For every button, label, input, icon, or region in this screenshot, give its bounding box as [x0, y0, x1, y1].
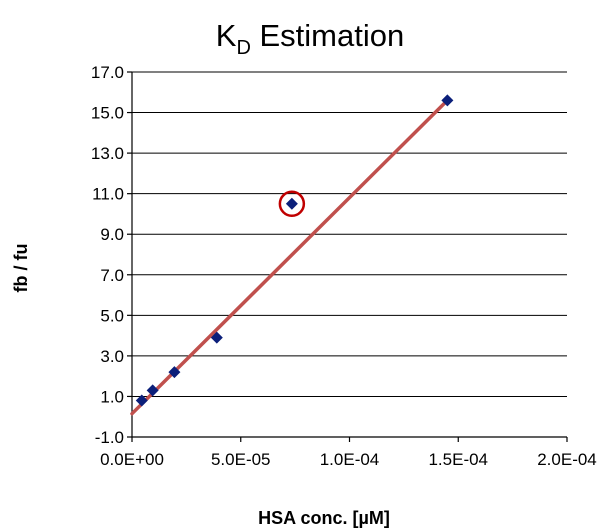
y-axis-label: fb / fu	[11, 244, 31, 293]
x-axis-label: HSA conc. [µM]	[258, 508, 390, 528]
x-tick-label: 2.0E-04	[537, 450, 597, 469]
trendline-group	[130, 98, 450, 416]
data-point-0	[135, 394, 148, 407]
y-tick-label: 11.0	[92, 185, 124, 204]
x-tick-label: 1.0E-04	[320, 450, 380, 469]
x-tick-labels: 0.0E+00 5.0E-05 1.0E-04 1.5E-04 2.0E-04	[100, 450, 597, 469]
highlight-group	[278, 190, 306, 218]
data-point-4	[285, 197, 298, 210]
y-tick-label: 9.0	[100, 225, 124, 244]
y-tick-label: 13.0	[91, 144, 124, 163]
y-tick-label: 15.0	[91, 104, 124, 123]
trendline	[130, 98, 450, 416]
axes	[127, 71, 568, 442]
chart-title-subscript: D	[236, 37, 250, 59]
data-point-5	[441, 94, 454, 107]
x-tick-label: 1.5E-04	[428, 450, 488, 469]
chart-title-main: K	[216, 18, 237, 53]
chart-title-rest: Estimation	[251, 18, 404, 53]
x-tick-label: 0.0E+00	[100, 450, 164, 469]
chart-title: KD Estimation	[216, 18, 404, 59]
y-tick-label: -1.0	[95, 428, 124, 447]
data-point-3	[210, 331, 223, 344]
data-points	[135, 94, 454, 407]
y-tick-label: 7.0	[100, 266, 124, 285]
y-tick-label: 3.0	[100, 347, 124, 366]
y-tick-label: 5.0	[100, 306, 124, 325]
highlight-circle	[278, 190, 306, 218]
data-point-2	[168, 366, 181, 379]
gridlines	[132, 71, 567, 397]
y-tick-label: 1.0	[100, 387, 124, 406]
x-tick-label: 5.0E-05	[211, 450, 271, 469]
data-point-1	[146, 384, 159, 397]
y-tick-labels: -1.0 1.0 3.0 5.0 7.0 9.0 11.0 13.0 15.0 17.0	[91, 63, 124, 447]
y-tick-label: 17.0	[91, 63, 124, 82]
